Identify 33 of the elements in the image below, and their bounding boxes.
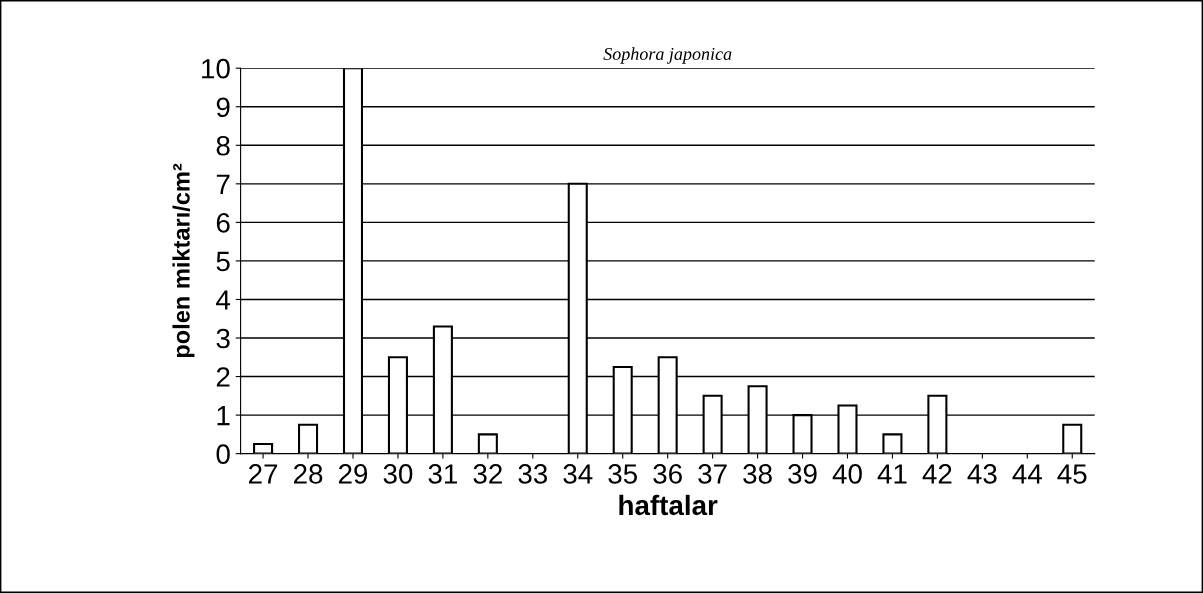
x-tick-label: 34 bbox=[563, 464, 593, 484]
x-tick-label: 36 bbox=[653, 464, 682, 484]
y-axis-title: polen miktarı/cm² bbox=[172, 163, 195, 358]
y-tick-label: 3 bbox=[216, 328, 230, 349]
x-tick-label: 33 bbox=[518, 464, 548, 484]
x-tick-label: 28 bbox=[293, 464, 323, 484]
x-tick-label: 38 bbox=[743, 464, 772, 484]
x-tick-label: 29 bbox=[338, 464, 368, 484]
x-axis-title: haftalar bbox=[619, 494, 718, 516]
y-tick-label: 9 bbox=[216, 97, 230, 118]
y-tick-label: 4 bbox=[216, 290, 231, 310]
x-tick-label: 44 bbox=[1012, 464, 1042, 484]
y-tick-label: 7 bbox=[216, 174, 230, 194]
x-tick-label: 42 bbox=[922, 464, 952, 484]
x-tick-label: 43 bbox=[967, 464, 997, 484]
x-tick-label: 45 bbox=[1057, 464, 1087, 484]
y-tick-label: 1 bbox=[217, 406, 230, 426]
x-tick-label: 27 bbox=[249, 464, 278, 484]
x-tick-label: 32 bbox=[473, 464, 502, 484]
y-tick-label: 6 bbox=[216, 213, 230, 233]
y-tick-label: 8 bbox=[216, 135, 230, 156]
x-tick-label: 30 bbox=[383, 464, 413, 484]
x-tick-label: 39 bbox=[788, 464, 817, 484]
y-tick-label: 2 bbox=[216, 367, 230, 387]
x-tick-label: 40 bbox=[832, 464, 862, 484]
y-tick-label: 5 bbox=[216, 251, 230, 272]
x-tick-label: 37 bbox=[698, 464, 727, 484]
y-tick-label: 0 bbox=[216, 444, 230, 464]
x-tick-label: 35 bbox=[608, 464, 637, 484]
x-tick-label: 31 bbox=[428, 464, 457, 484]
y-tick-label: 10 bbox=[202, 58, 230, 79]
chart-title: Sophora japonica bbox=[603, 47, 732, 64]
x-tick-label: 41 bbox=[877, 464, 907, 484]
